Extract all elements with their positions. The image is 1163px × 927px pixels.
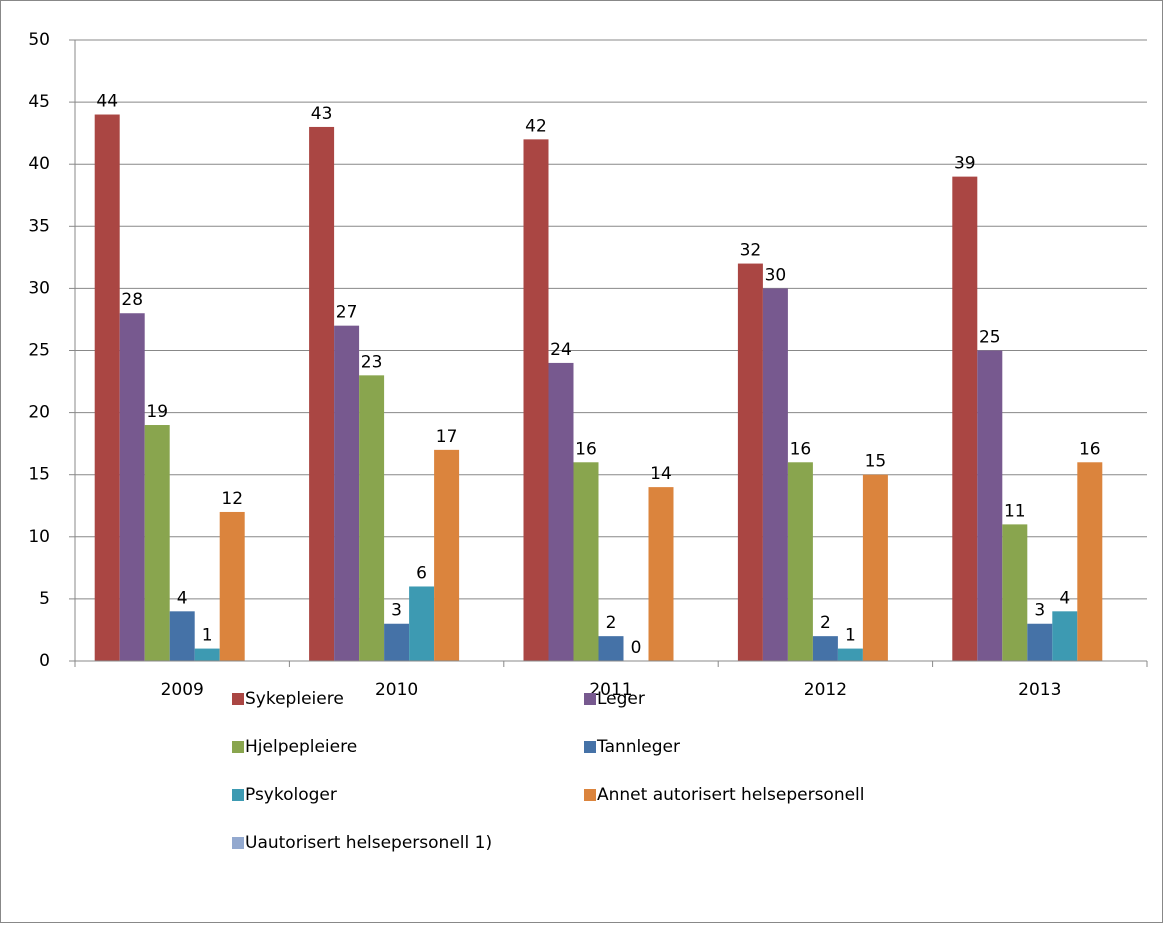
value-label: 3 bbox=[1034, 601, 1045, 621]
value-label: 2 bbox=[820, 613, 831, 633]
bar bbox=[737, 263, 763, 661]
value-label: 43 bbox=[311, 104, 333, 124]
bar bbox=[334, 325, 360, 661]
bar bbox=[862, 474, 888, 661]
y-tick-label: 25 bbox=[28, 341, 50, 361]
bar bbox=[219, 511, 245, 661]
bar bbox=[194, 648, 220, 661]
legend-swatch bbox=[232, 837, 244, 849]
bar bbox=[548, 362, 574, 661]
bar bbox=[787, 462, 813, 661]
bar bbox=[119, 313, 145, 661]
x-tick-label: 2012 bbox=[804, 680, 847, 700]
bar bbox=[1027, 623, 1053, 661]
y-tick-label: 30 bbox=[28, 278, 50, 298]
bar bbox=[812, 636, 838, 661]
legend-label: Annet autorisert helsepersonell bbox=[597, 785, 865, 805]
legend-label: Leger bbox=[597, 689, 645, 709]
bar bbox=[309, 126, 335, 661]
bar bbox=[1077, 462, 1103, 661]
bar bbox=[94, 114, 120, 661]
legend-label: Hjelpepleiere bbox=[245, 737, 357, 757]
value-label: 23 bbox=[361, 352, 383, 372]
value-label: 11 bbox=[1004, 501, 1026, 521]
value-label: 16 bbox=[790, 439, 812, 459]
y-tick-label: 20 bbox=[28, 403, 50, 423]
value-label: 17 bbox=[436, 427, 458, 447]
value-label: 2 bbox=[606, 613, 617, 633]
bar bbox=[648, 487, 674, 661]
legend-label: Sykepleiere bbox=[245, 689, 344, 709]
bar bbox=[1002, 524, 1028, 661]
bar bbox=[409, 586, 435, 661]
value-label: 28 bbox=[121, 290, 143, 310]
bar bbox=[384, 623, 410, 661]
x-tick-label: 2010 bbox=[375, 680, 418, 700]
value-label: 27 bbox=[336, 303, 358, 323]
value-label: 4 bbox=[177, 588, 188, 608]
value-label: 3 bbox=[391, 601, 402, 621]
value-label: 42 bbox=[525, 116, 547, 136]
legend-swatch bbox=[232, 693, 244, 705]
y-tick-label: 10 bbox=[28, 527, 50, 547]
value-label: 1 bbox=[202, 626, 213, 646]
legend-label: Psykologer bbox=[245, 785, 337, 805]
value-label: 24 bbox=[550, 340, 572, 360]
value-label: 1 bbox=[845, 626, 856, 646]
bar bbox=[952, 176, 978, 661]
bar bbox=[169, 611, 195, 661]
bar bbox=[1052, 611, 1078, 661]
value-label: 25 bbox=[979, 328, 1001, 348]
value-label: 44 bbox=[96, 92, 118, 112]
bar bbox=[359, 375, 385, 661]
value-label: 0 bbox=[631, 638, 642, 658]
value-label: 12 bbox=[221, 489, 243, 509]
legend-swatch bbox=[232, 741, 244, 753]
value-label: 15 bbox=[865, 452, 887, 472]
legend-label: Uautorisert helsepersonell 1) bbox=[245, 833, 492, 853]
legend-swatch bbox=[584, 789, 596, 801]
value-label: 19 bbox=[146, 402, 168, 422]
value-label: 30 bbox=[765, 265, 787, 285]
y-tick-label: 5 bbox=[39, 589, 50, 609]
bar bbox=[598, 636, 624, 661]
x-tick-label: 2011 bbox=[589, 680, 632, 700]
x-tick-label: 2013 bbox=[1018, 680, 1061, 700]
y-tick-label: 35 bbox=[28, 216, 50, 236]
value-label: 16 bbox=[575, 439, 597, 459]
bar bbox=[977, 350, 1003, 661]
value-label: 6 bbox=[416, 563, 427, 583]
legend-label: Tannleger bbox=[596, 737, 680, 757]
y-tick-label: 0 bbox=[39, 651, 50, 671]
bar bbox=[434, 449, 460, 661]
bar bbox=[144, 425, 170, 661]
legend-swatch bbox=[584, 693, 596, 705]
value-label: 32 bbox=[740, 241, 762, 261]
bar bbox=[573, 462, 599, 661]
bar bbox=[762, 288, 788, 661]
value-label: 39 bbox=[954, 154, 976, 174]
value-label: 14 bbox=[650, 464, 672, 484]
legend-swatch bbox=[584, 741, 596, 753]
y-tick-label: 15 bbox=[28, 465, 50, 485]
value-label: 4 bbox=[1059, 588, 1070, 608]
bar bbox=[837, 648, 863, 661]
y-tick-label: 50 bbox=[28, 30, 50, 50]
value-label: 16 bbox=[1079, 439, 1101, 459]
y-tick-label: 45 bbox=[28, 92, 50, 112]
x-tick-label: 2009 bbox=[161, 680, 204, 700]
y-tick-label: 40 bbox=[28, 154, 50, 174]
bar bbox=[523, 139, 549, 662]
legend-swatch bbox=[232, 789, 244, 801]
